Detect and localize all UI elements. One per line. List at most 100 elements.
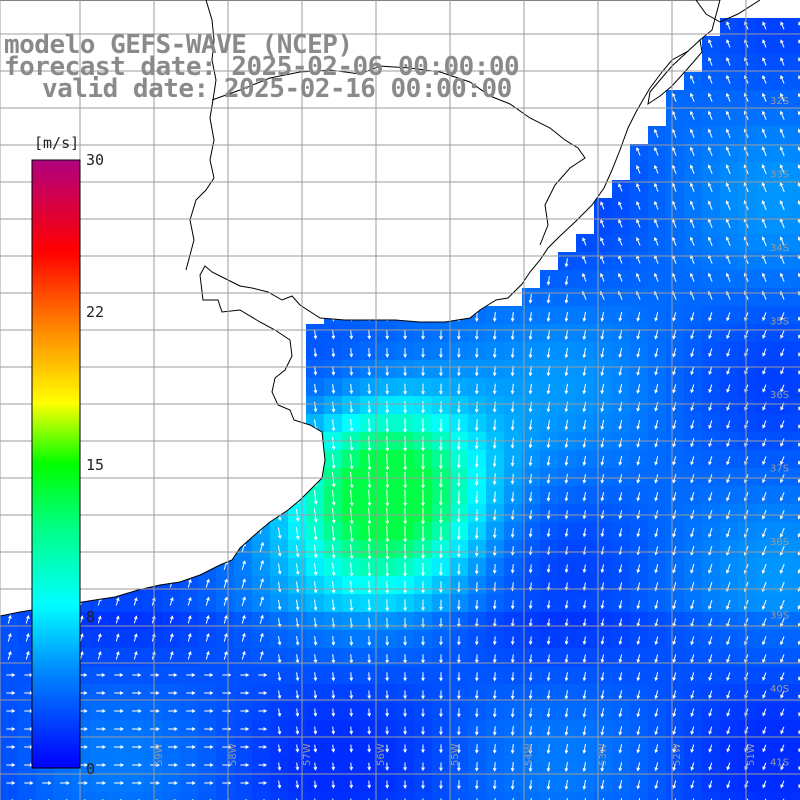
wind-arrow	[636, 726, 641, 736]
wind-arrow	[689, 74, 695, 84]
wind-cell	[792, 450, 800, 469]
wind-arrow	[671, 92, 677, 102]
wind-arrow	[708, 39, 713, 48]
south-america-landmass	[0, 0, 721, 617]
wind-arrow	[367, 471, 372, 489]
wind-arrow	[168, 781, 178, 785]
wind-cell	[792, 324, 800, 343]
wind-arrow	[780, 726, 785, 735]
wind-arrow	[671, 272, 677, 282]
wind-arrow	[618, 456, 623, 466]
wind-arrow	[456, 419, 461, 432]
wind-arrow	[654, 546, 659, 556]
wind-arrow	[564, 564, 569, 574]
wind-arrow	[761, 110, 767, 120]
wind-arrow	[600, 672, 605, 682]
wind-arrow	[636, 419, 641, 430]
wind-arrow	[690, 348, 695, 358]
wind-arrow	[241, 650, 246, 660]
wind-arrow	[474, 491, 479, 504]
wind-arrow	[169, 650, 174, 660]
wind-arrow	[690, 384, 695, 394]
wind-arrow	[222, 763, 232, 767]
wind-arrow	[600, 654, 605, 664]
wind-arrow	[492, 744, 497, 754]
wind-arrow	[780, 420, 785, 429]
wind-arrow	[582, 455, 587, 466]
wind-arrow	[186, 781, 196, 785]
wind-arrow	[546, 383, 551, 395]
wind-arrow	[403, 672, 407, 682]
patos-lagoon	[647, 39, 703, 106]
wind-arrow	[240, 673, 250, 677]
wind-arrow	[349, 454, 354, 470]
wind-arrow	[331, 383, 336, 395]
latitude-label: 34S	[770, 243, 789, 254]
wind-arrow	[403, 780, 407, 790]
wind-arrow	[168, 709, 178, 713]
wind-arrow	[528, 636, 533, 646]
latitude-label: 41S	[770, 758, 789, 769]
wind-cell	[792, 738, 800, 757]
wind-arrow	[546, 311, 551, 322]
longitude-label: 56W	[376, 743, 387, 766]
wind-arrow	[564, 329, 569, 341]
colorbar-tick-8: 8	[86, 608, 96, 626]
wind-arrow	[492, 780, 497, 790]
wind-arrow	[761, 509, 767, 520]
wind-arrow	[636, 762, 641, 772]
wind-arrow	[295, 744, 300, 753]
wind-arrow	[636, 164, 641, 174]
wind-arrow	[528, 690, 533, 700]
wind-arrow	[600, 383, 605, 395]
wind-arrow	[564, 708, 569, 718]
wind-arrow	[690, 312, 695, 322]
wind-arrow	[510, 455, 515, 467]
wind-cell	[432, 792, 451, 800]
wind-arrow	[385, 544, 390, 560]
wind-arrow	[510, 546, 515, 556]
wind-arrow	[421, 471, 425, 489]
wind-arrow	[385, 489, 390, 507]
wind-cell	[90, 792, 109, 800]
wind-arrow	[474, 563, 479, 575]
wind-arrow	[689, 200, 695, 210]
wind-arrow	[798, 658, 800, 663]
wind-cell	[792, 360, 800, 379]
wind-arrow	[654, 528, 659, 538]
wind-arrow	[6, 745, 16, 749]
wind-arrow	[797, 496, 800, 502]
wind-arrow	[636, 365, 641, 376]
wind-arrow	[708, 384, 713, 394]
wind-arrow	[654, 456, 659, 466]
wind-arrow	[421, 599, 425, 612]
wind-arrow	[528, 437, 533, 449]
wind-arrow	[582, 690, 587, 700]
wind-arrow	[385, 672, 390, 682]
wind-arrow	[240, 763, 250, 767]
wind-arrow	[528, 347, 533, 359]
wind-arrow	[690, 762, 695, 771]
wind-arrow	[457, 636, 461, 646]
wind-arrow	[780, 348, 785, 357]
wind-arrow	[653, 146, 659, 156]
wind-arrow	[240, 727, 250, 731]
wind-arrow	[313, 526, 318, 541]
wind-arrow	[186, 691, 196, 695]
wind-arrow	[779, 92, 785, 102]
wind-arrow	[798, 460, 800, 466]
wind-arrow	[636, 312, 641, 322]
wind-arrow	[187, 650, 192, 660]
wind-arrow	[349, 690, 354, 700]
wind-arrow	[277, 618, 282, 628]
wind-arrow	[761, 599, 767, 610]
wind-arrow	[186, 763, 196, 767]
wind-arrow	[349, 744, 354, 753]
wind-cell	[792, 90, 800, 109]
wind-arrow	[457, 726, 461, 736]
wind-arrow	[474, 473, 479, 486]
wind-arrow	[241, 578, 246, 589]
wind-cell	[198, 792, 217, 800]
wind-arrow	[689, 164, 695, 174]
wind-arrow	[654, 348, 659, 358]
